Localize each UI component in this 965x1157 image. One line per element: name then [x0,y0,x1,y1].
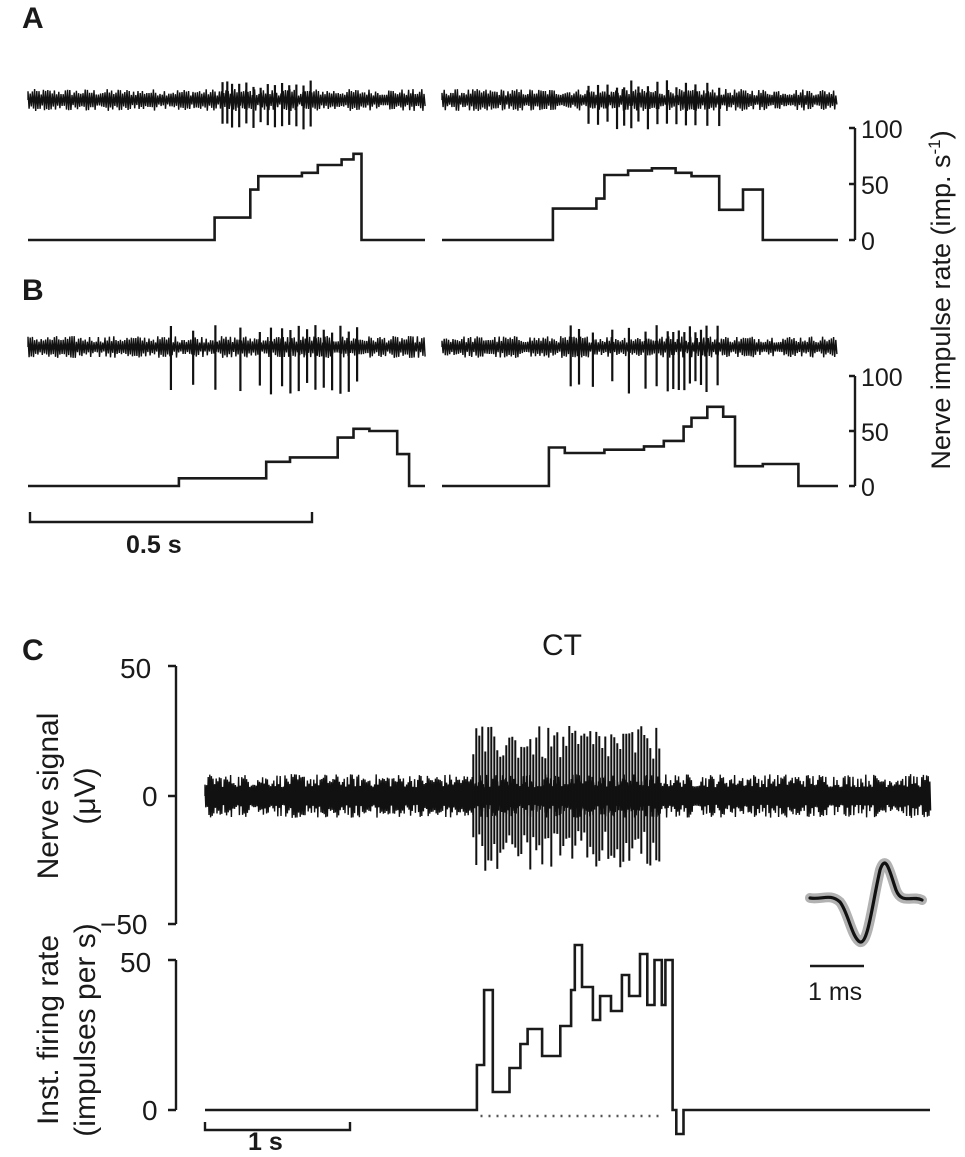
scale-bar-1-ms-label: 1 ms [808,978,862,1006]
rate-tick-50: 50 [120,947,151,978]
signal-tick-0: 0 [142,781,158,812]
scale-bar-1-s-label: 1 s [248,1128,283,1156]
scale-bar-1-s: 1 s [203,1122,352,1156]
panel-c [204,726,932,1136]
panel-b-rate-trace-1 [28,427,425,488]
rate-y-label-line2: (impulses per s) [69,923,102,1136]
panel-a [27,80,838,242]
panel-letter-c: C [22,634,44,667]
panel-b-tick-0: 0 [861,474,875,502]
panel-a-rate-trace-1 [28,152,425,242]
signal-tick-50: 50 [120,653,151,684]
scale-bar-half-second: 0.5 s [28,512,314,559]
panel-a-tick-0: 0 [861,228,875,256]
panel-b-nerve-signal-1 [27,335,426,359]
spike-waveform-inset [805,858,927,947]
rate-tick-0: 0 [142,1095,158,1126]
scale-bar-half-second-label: 0.5 s [126,531,182,559]
signal-y-label-line1: Nerve signal [32,713,65,880]
panel-b-nerve-signal-2 [441,336,838,358]
rate-y-label-line1: Inst. firing rate [32,935,65,1125]
panel-a-tick-100: 100 [861,116,903,144]
ab-y-axis-label: Nerve impulse rate (imp. s-1) [925,130,956,469]
signal-tick-minus-50: −50 [100,909,148,940]
panel-a-rate-axis: 100 50 0 [849,116,903,256]
panel-c-nerve-signal [204,774,932,818]
scale-bar-1-ms: 1 ms [808,964,864,1006]
panel-a-tick-50: 50 [861,172,889,200]
panel-c-signal-axis: 50 0 −50 [100,653,178,940]
signal-y-label-line2: (μV) [69,767,102,824]
panel-c-burst [472,726,661,871]
panel-b-rate-axis: 100 50 0 [849,364,903,502]
panel-letter-a: A [22,2,44,35]
panel-c-title: CT [542,629,582,662]
panel-b-tick-50: 50 [861,419,889,447]
panel-c-rate-trace [205,943,930,1136]
panel-b [27,325,838,488]
panel-c-rate-axis: 50 0 [120,947,178,1126]
panel-b-rate-trace-2 [442,405,838,488]
panel-letter-b: B [22,274,44,307]
panel-a-nerve-signal-1 [27,88,426,112]
panel-a-rate-trace-2 [442,167,838,242]
panel-b-tick-100: 100 [861,364,903,392]
